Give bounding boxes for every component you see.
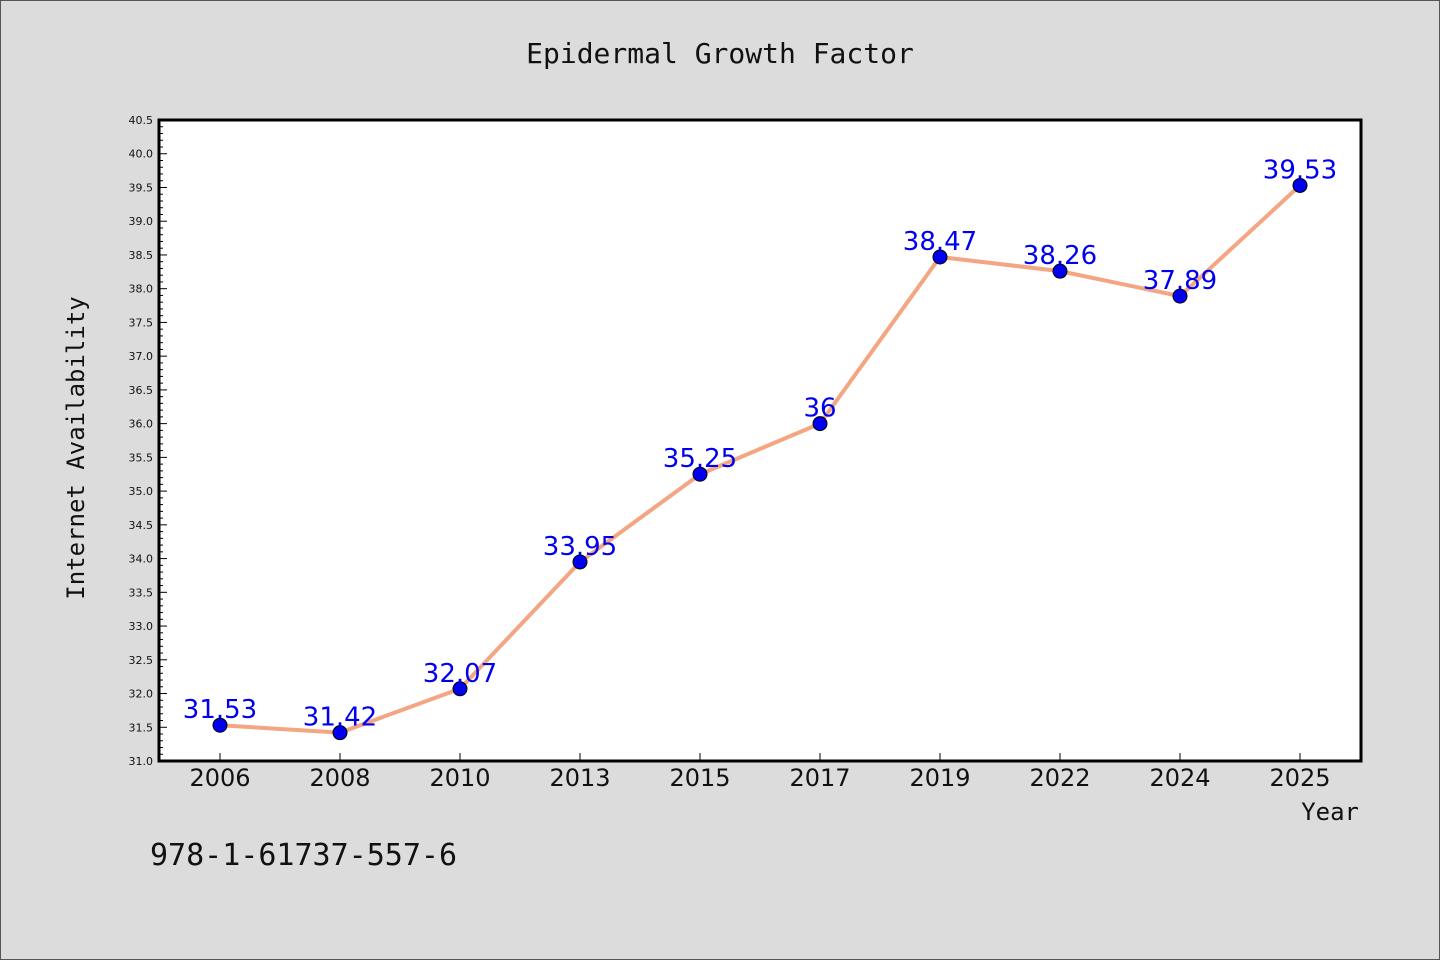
data-label: 38.47	[903, 227, 977, 257]
y-tick-label: 33.0	[129, 620, 154, 633]
data-label: 38.26	[1023, 241, 1097, 271]
data-point	[812, 416, 828, 432]
y-tick-label: 40.5	[129, 114, 154, 127]
y-tick-label: 35.0	[129, 485, 154, 498]
x-tick-label: 2022	[1029, 764, 1090, 792]
x-tick-label: 2024	[1149, 764, 1210, 792]
data-label: 35.25	[663, 444, 737, 474]
y-tick-label: 34.5	[129, 519, 154, 532]
y-tick-label: 32.0	[129, 688, 154, 701]
series-line	[219, 183, 1302, 735]
data-point	[692, 466, 708, 482]
x-tick-label: 2015	[669, 764, 730, 792]
data-point	[932, 249, 948, 265]
y-tick-label: 37.0	[129, 350, 154, 363]
data-point	[332, 725, 348, 741]
y-axis: 31.0 31.5 32.0 32.5 33.0 33.5 34.0 34.5 35.0 35.5…	[129, 114, 167, 768]
data-point	[212, 717, 228, 733]
series-layer: 31.53 31.42 32.07 33.95 35.25 36 38.47 38.26 37.…	[183, 155, 1337, 741]
y-tick-label: 38.0	[129, 283, 154, 296]
y-tick-label: 33.5	[129, 586, 154, 599]
x-tick-label: 2008	[309, 764, 370, 792]
y-tick-label: 37.5	[129, 316, 154, 329]
data-point	[1172, 288, 1188, 304]
x-axis-label: Year	[1301, 798, 1359, 826]
y-tick-label: 39.5	[129, 181, 154, 194]
data-point	[452, 681, 468, 697]
y-tick-label: 31.0	[129, 755, 154, 768]
x-tick-label: 2019	[909, 764, 970, 792]
x-tick-label: 2025	[1269, 764, 1330, 792]
data-label: 33.95	[543, 532, 617, 562]
data-point	[1052, 263, 1068, 279]
y-tick-label: 36.5	[129, 384, 154, 397]
y-tick-label: 32.5	[129, 654, 154, 667]
footnote-isbn: 978-1-61737-557-6	[150, 838, 457, 873]
y-tick-label: 36.0	[129, 418, 154, 431]
y-tick-label: 35.5	[129, 451, 154, 464]
y-tick-label: 31.5	[129, 721, 154, 734]
data-point	[1292, 177, 1308, 193]
x-tick-label: 2006	[189, 764, 250, 792]
y-tick-label: 38.5	[129, 249, 154, 262]
plot-area	[157, 118, 1363, 763]
x-tick-label: 2017	[789, 764, 850, 792]
data-label: 31.53	[183, 695, 257, 725]
data-label: 32.07	[423, 659, 497, 689]
y-tick-label: 40.0	[129, 148, 154, 161]
y-tick-label: 39.0	[129, 215, 154, 228]
x-tick-label: 2013	[549, 764, 610, 792]
data-label: 39.53	[1263, 155, 1337, 185]
x-tick-label: 2010	[429, 764, 490, 792]
y-tick-label: 34.0	[129, 553, 154, 566]
y-axis-label: Internet Availability	[62, 296, 90, 599]
data-label: 36	[803, 394, 836, 424]
data-label: 31.42	[303, 703, 377, 733]
data-point	[572, 554, 588, 570]
data-label: 37.89	[1143, 266, 1217, 296]
chart-title: Epidermal Growth Factor	[526, 37, 914, 70]
x-axis: 2006 2008 2010 2013 2015 2017 2019 2022 2024 2025	[189, 753, 1331, 792]
